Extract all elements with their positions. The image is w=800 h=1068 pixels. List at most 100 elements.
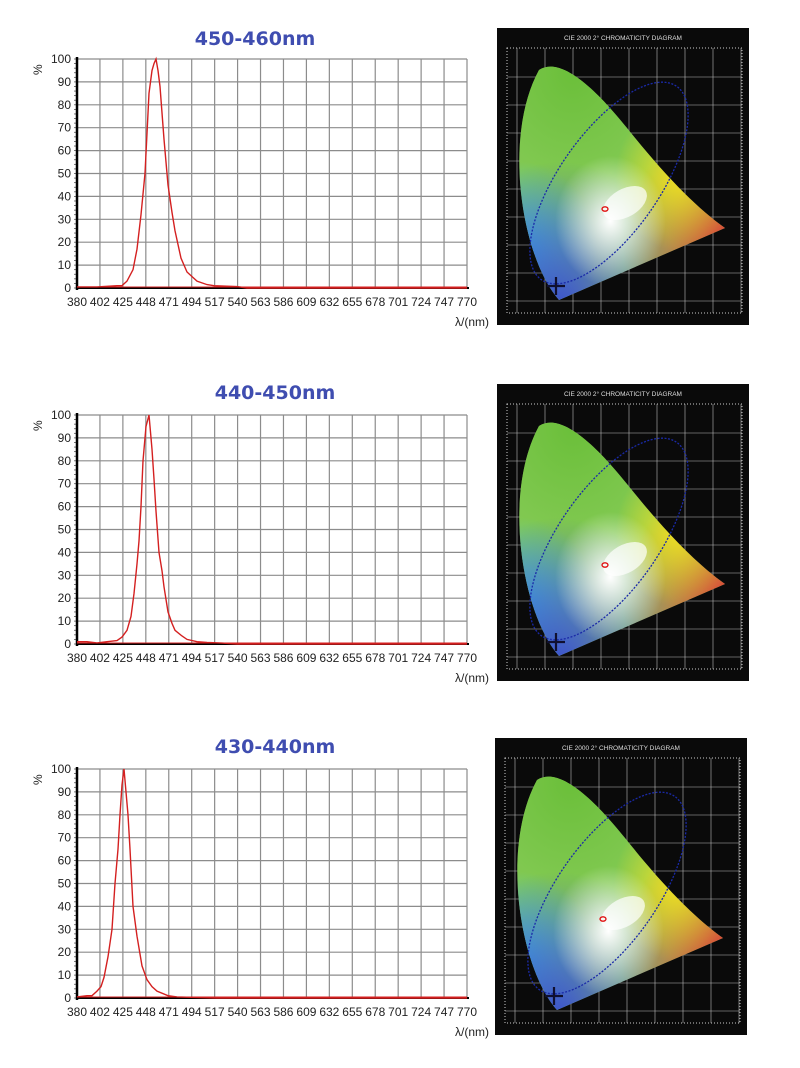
white-point-region <box>601 895 645 931</box>
y-tick-label: 80 <box>58 454 72 468</box>
x-tick-label: 770 <box>457 295 477 309</box>
y-tick-label: 40 <box>58 899 72 913</box>
x-tick-label: 701 <box>388 1005 408 1019</box>
gamut-ellipse <box>529 437 689 641</box>
x-tick-label: 747 <box>434 651 454 665</box>
diagram-frame <box>504 757 741 1024</box>
x-tick-label: 563 <box>251 295 271 309</box>
x-tick-label: 494 <box>182 651 202 665</box>
diagram-title: CIE 2000 2° CHROMATICITY DIAGRAM <box>564 34 682 42</box>
x-tick-label: 609 <box>296 1005 316 1019</box>
y-tick-label: 50 <box>58 167 72 181</box>
chromaticity-diagram: CIE 2000 2° CHROMATICITY DIAGRAM <box>497 384 749 681</box>
x-tick-label: 586 <box>273 295 293 309</box>
x-tick-label: 448 <box>136 1005 156 1019</box>
x-tick-label: 655 <box>342 295 362 309</box>
x-tick-label: 494 <box>182 295 202 309</box>
y-tick-label: 80 <box>58 808 72 822</box>
diagram-frame <box>506 403 743 670</box>
color-point-marker <box>601 562 609 568</box>
diagram-frame <box>506 47 743 314</box>
y-tick-label: 80 <box>58 98 72 112</box>
x-tick-label: 425 <box>113 295 133 309</box>
y-tick-label: 50 <box>58 523 72 537</box>
spectrum-panel-3: 430-440nm 380 402 425 448 471 494 517 540 563 586… <box>0 0 800 1039</box>
x-tick-label: 701 <box>388 295 408 309</box>
crosshair-marker <box>547 633 565 651</box>
x-tick-label: 609 <box>296 651 316 665</box>
y-tick-label: 60 <box>58 500 72 514</box>
x-tick-label: 701 <box>388 651 408 665</box>
y-tick-label: 0 <box>64 637 71 651</box>
x-tick-label: 655 <box>342 1005 362 1019</box>
x-tick-label: 448 <box>136 651 156 665</box>
x-tick-label: 471 <box>159 1005 179 1019</box>
spectrum-panel-2: 440-450nm 380 402 425 448 471 494 517 540 563 586… <box>0 0 800 685</box>
chart-title: 430-440nm <box>214 736 336 758</box>
white-point-region <box>603 541 647 577</box>
spectrum-line <box>77 414 467 645</box>
diagram-title: CIE 2000 2° CHROMATICITY DIAGRAM <box>562 744 680 752</box>
x-tick-label: 770 <box>457 1005 477 1019</box>
spectrum-chart: 380 402 425 448 471 494 517 540 563 586 609 632 655 6… <box>31 52 489 329</box>
x-tick-label: 380 <box>67 1005 87 1019</box>
x-tick-label: 563 <box>251 1005 271 1019</box>
crosshair-marker <box>545 987 563 1005</box>
x-tick-label: 448 <box>136 295 156 309</box>
x-tick-label: 563 <box>251 651 271 665</box>
y-tick-label: 100 <box>51 762 71 776</box>
x-axis-label: λ/(nm) <box>455 671 489 685</box>
spectrum-chart: 380 402 425 448 471 494 517 540 563 586 609 632 655 6… <box>31 408 489 685</box>
y-tick-label: 40 <box>58 189 72 203</box>
chart-title: 440-450nm <box>214 382 336 404</box>
spectrum-panel-1: 450-460nm 380 402 425 448 471 494 517 540 563 586… <box>0 0 800 356</box>
y-tick-label: 70 <box>58 477 72 491</box>
x-tick-label: 425 <box>113 651 133 665</box>
x-tick-label: 517 <box>205 1005 225 1019</box>
y-tick-label: 30 <box>58 212 72 226</box>
y-tick-label: 60 <box>58 854 72 868</box>
x-tick-label: 678 <box>365 1005 385 1019</box>
x-tick-label: 380 <box>67 651 87 665</box>
x-tick-label: 724 <box>411 651 431 665</box>
y-tick-label: 10 <box>58 258 72 272</box>
x-tick-label: 724 <box>411 1005 431 1019</box>
y-axis-label: % <box>31 64 45 75</box>
x-tick-label: 471 <box>159 295 179 309</box>
diagram-title: CIE 2000 2° CHROMATICITY DIAGRAM <box>564 390 682 398</box>
white-point-region <box>603 185 647 221</box>
x-tick-label: 586 <box>273 1005 293 1019</box>
x-tick-label: 402 <box>90 1005 110 1019</box>
y-tick-label: 0 <box>64 991 71 1005</box>
x-tick-label: 380 <box>67 295 87 309</box>
spectrum-chart: 380 402 425 448 471 494 517 540 563 586 609 632 655 6… <box>31 762 489 1039</box>
x-tick-label: 678 <box>365 295 385 309</box>
y-axis-label: % <box>31 774 45 785</box>
x-tick-label: 517 <box>205 295 225 309</box>
y-tick-label: 100 <box>51 52 71 66</box>
x-tick-label: 632 <box>319 295 339 309</box>
y-tick-label: 20 <box>58 235 72 249</box>
x-tick-label: 678 <box>365 651 385 665</box>
x-tick-label: 471 <box>159 651 179 665</box>
y-tick-label: 90 <box>58 785 72 799</box>
x-tick-label: 540 <box>228 1005 248 1019</box>
y-tick-label: 90 <box>58 431 72 445</box>
x-tick-label: 724 <box>411 295 431 309</box>
chart-title: 450-460nm <box>194 28 316 50</box>
x-tick-label: 586 <box>273 651 293 665</box>
x-tick-label: 425 <box>113 1005 133 1019</box>
x-axis-label: λ/(nm) <box>455 315 489 329</box>
x-tick-label: 632 <box>319 651 339 665</box>
x-tick-label: 540 <box>228 295 248 309</box>
x-tick-label: 517 <box>205 651 225 665</box>
x-tick-label: 402 <box>90 651 110 665</box>
y-tick-label: 0 <box>64 281 71 295</box>
x-axis-label: λ/(nm) <box>455 1025 489 1039</box>
y-tick-label: 20 <box>58 591 72 605</box>
y-tick-label: 70 <box>58 831 72 845</box>
y-tick-label: 30 <box>58 568 72 582</box>
x-tick-label: 494 <box>182 1005 202 1019</box>
x-tick-label: 770 <box>457 651 477 665</box>
gamut-ellipse <box>529 81 689 285</box>
